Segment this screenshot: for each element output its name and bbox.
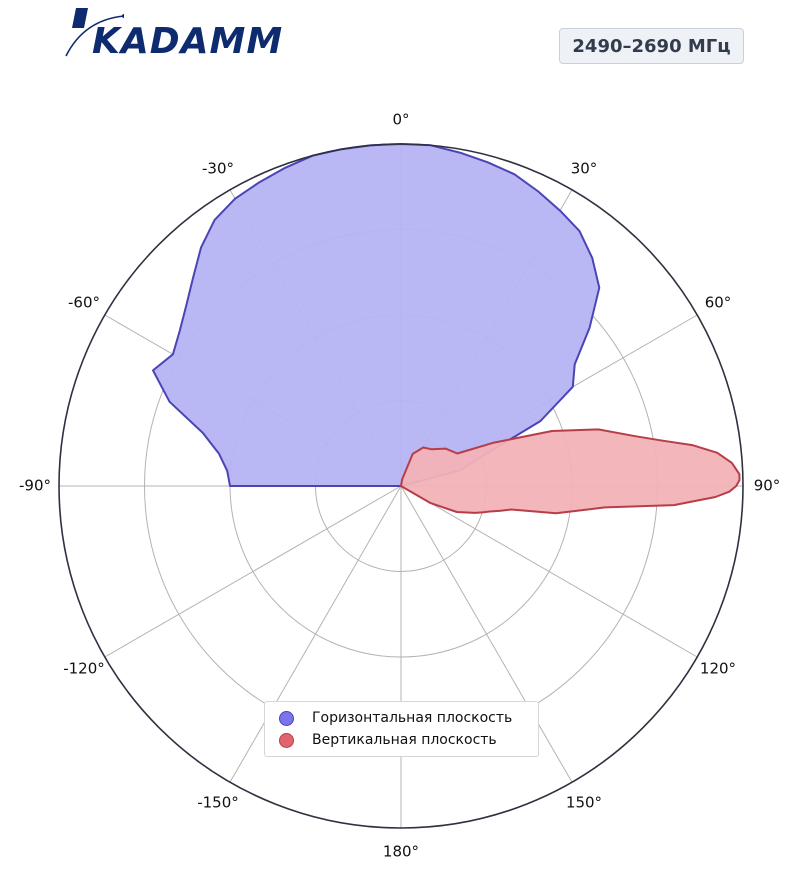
- angle-tick-label-11: -30°: [202, 160, 234, 178]
- chart-legend: Горизонтальная плоскость Вертикальная пл…: [264, 701, 539, 757]
- angular-gridline-7: [229, 485, 402, 783]
- angle-tick-label-10: -60°: [68, 294, 100, 312]
- legend-item-vertical: Вертикальная плоскость: [279, 729, 538, 751]
- angle-tick-labels: 0° 30° 60° 90° 120° 150° 180° -150° -120° -90° -60…: [19, 111, 780, 861]
- angle-tick-label-1: 30°: [571, 160, 598, 178]
- angular-gridline-5: [400, 485, 573, 783]
- angular-gridline-4: [400, 485, 698, 658]
- legend-marker-horizontal: [279, 710, 294, 726]
- legend-marker-vertical: [279, 732, 294, 748]
- angle-tick-label-6: 180°: [383, 843, 419, 861]
- frequency-band-label: 2490–2690 МГц: [572, 35, 731, 57]
- frequency-band-badge: 2490–2690 МГц: [559, 28, 744, 64]
- angle-tick-label-4: 120°: [700, 660, 736, 678]
- angle-tick-label-2: 60°: [705, 294, 732, 312]
- angle-tick-label-3: 90°: [754, 477, 781, 495]
- series-layer: [152, 143, 741, 515]
- logo-mark: [65, 8, 124, 57]
- angular-gridline-8: [104, 485, 402, 658]
- logo-text: KADAMM: [92, 21, 284, 62]
- legend-label-vertical: Вертикальная плоскость: [312, 732, 497, 748]
- angle-tick-label-0: 0°: [392, 111, 409, 129]
- angle-tick-label-9: -90°: [19, 477, 51, 495]
- series-vertical-area: [400, 428, 741, 515]
- angle-tick-label-5: 150°: [566, 794, 602, 812]
- legend-item-horizontal: Горизонтальная плоскость: [279, 707, 538, 729]
- angle-tick-label-7: -150°: [197, 794, 239, 812]
- angle-tick-label-8: -120°: [63, 660, 105, 678]
- legend-label-horizontal: Горизонтальная плоскость: [312, 710, 513, 726]
- company-logo: KADAMM: [64, 6, 282, 62]
- polar-outer-ring: [58, 143, 744, 829]
